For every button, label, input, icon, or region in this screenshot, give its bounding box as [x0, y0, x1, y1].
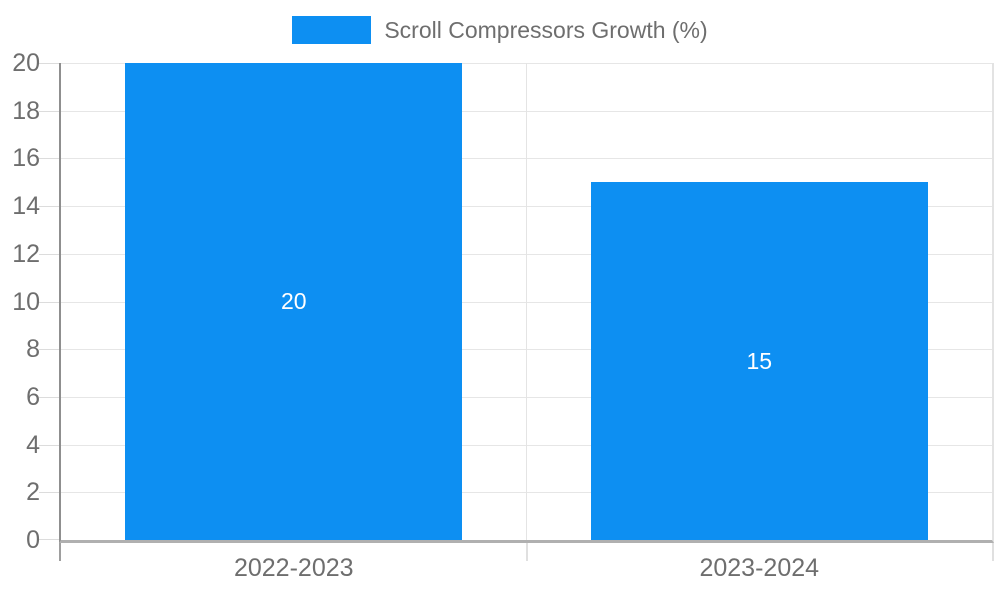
gridline [61, 492, 992, 494]
legend-swatch [292, 16, 372, 44]
y-tick [39, 539, 59, 540]
y-axis-tick-label: 4 [26, 430, 40, 459]
y-tick [39, 301, 59, 303]
gridline [61, 349, 992, 351]
y-axis-tick-label: 6 [26, 382, 40, 411]
y-axis-tick-label: 18 [12, 96, 40, 125]
gridline [61, 158, 992, 160]
gridline [61, 110, 992, 112]
y-axis-tick-label: 2 [26, 478, 40, 507]
gridline [61, 63, 992, 64]
y-tick [39, 253, 59, 255]
bar-value-label: 20 [280, 288, 307, 314]
bar-value-label: 15 [746, 347, 773, 374]
y-axis-tick-label: 16 [12, 144, 40, 173]
x-axis-category-label: 2023-2024 [699, 554, 820, 582]
x-axis-category-label: 2022-2023 [233, 554, 354, 582]
chart-legend[interactable]: Scroll Compressors Growth (%) [0, 14, 1000, 46]
y-axis-tick-label: 12 [12, 239, 40, 268]
legend-label: Scroll Compressors Growth (%) [384, 16, 708, 43]
plot-area: 20 15 [39, 63, 994, 561]
y-tick [39, 396, 59, 398]
x-axis-tick [59, 543, 61, 561]
gridline [61, 444, 992, 446]
y-axis-tick-label: 8 [26, 335, 40, 364]
y-axis-tick-label: 14 [12, 192, 40, 221]
y-tick [39, 158, 59, 160]
y-tick [39, 206, 59, 208]
y-axis-labels: 0 2 4 6 8 10 12 14 16 18 20 [0, 0, 40, 600]
bar-2023-2024[interactable]: 15 [590, 182, 928, 540]
y-tick [39, 110, 59, 112]
gridline [61, 253, 992, 255]
gridline [61, 396, 992, 398]
bar-2022-2023[interactable]: 20 [125, 63, 463, 540]
category-gridline [525, 63, 527, 540]
x-axis-tick [992, 543, 994, 561]
y-tick [39, 492, 59, 494]
gridline [61, 206, 992, 208]
y-tick [39, 349, 59, 351]
y-axis-tick-label: 20 [12, 49, 40, 77]
gridline [61, 301, 992, 303]
y-tick [39, 63, 59, 64]
y-axis-tick-label: 0 [26, 526, 40, 554]
y-tick [39, 444, 59, 446]
y-axis-tick-label: 10 [12, 287, 40, 316]
x-axis-tick [525, 543, 528, 561]
x-axis-labels: 2022-2023 2023-2024 [61, 554, 992, 583]
